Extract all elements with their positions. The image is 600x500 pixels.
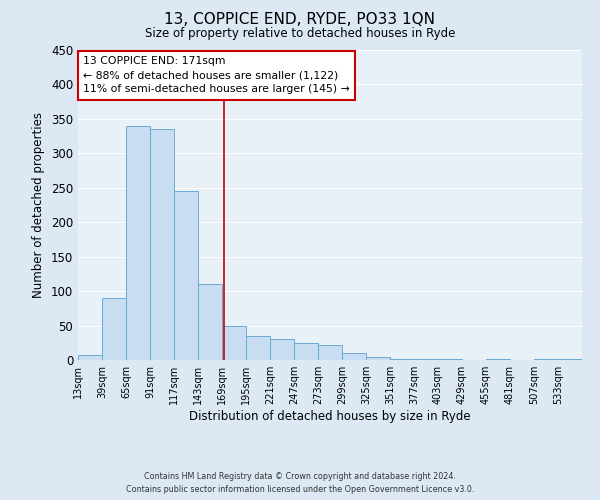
Bar xyxy=(366,356,390,360)
Bar xyxy=(246,336,270,360)
Bar xyxy=(78,355,102,360)
Text: Contains HM Land Registry data © Crown copyright and database right 2024.
Contai: Contains HM Land Registry data © Crown c… xyxy=(126,472,474,494)
Bar xyxy=(318,345,342,360)
Text: 13 COPPICE END: 171sqm
← 88% of detached houses are smaller (1,122)
11% of semi-: 13 COPPICE END: 171sqm ← 88% of detached… xyxy=(83,56,350,94)
Text: 13, COPPICE END, RYDE, PO33 1QN: 13, COPPICE END, RYDE, PO33 1QN xyxy=(164,12,436,28)
Bar xyxy=(294,343,318,360)
Bar xyxy=(270,340,294,360)
Bar xyxy=(102,298,126,360)
Text: Size of property relative to detached houses in Ryde: Size of property relative to detached ho… xyxy=(145,28,455,40)
Bar xyxy=(222,326,246,360)
Bar xyxy=(126,126,150,360)
Bar xyxy=(174,191,198,360)
Y-axis label: Number of detached properties: Number of detached properties xyxy=(32,112,46,298)
X-axis label: Distribution of detached houses by size in Ryde: Distribution of detached houses by size … xyxy=(189,410,471,423)
Bar xyxy=(150,129,174,360)
Bar xyxy=(342,353,366,360)
Bar xyxy=(198,284,222,360)
